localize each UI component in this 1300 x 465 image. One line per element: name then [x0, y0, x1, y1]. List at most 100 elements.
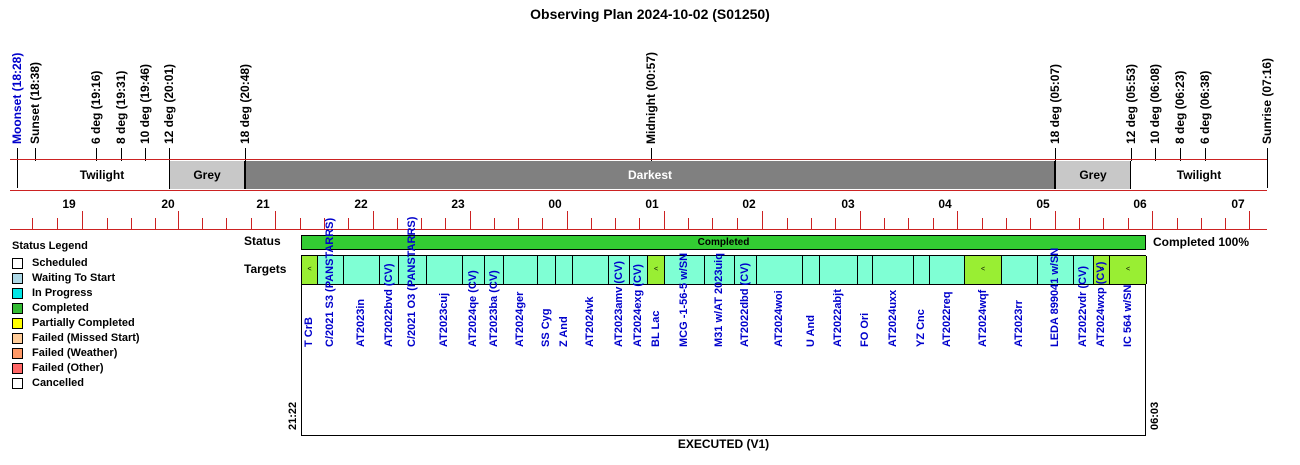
- target-name[interactable]: AT2023in: [355, 298, 367, 347]
- legend-swatch: [12, 378, 23, 389]
- axis-tick: [688, 218, 689, 229]
- hour-label: 00: [548, 197, 562, 211]
- axis-tick: [957, 211, 958, 229]
- target-name[interactable]: U And: [804, 315, 817, 347]
- target-name[interactable]: AT2022dbd (CV): [739, 262, 751, 347]
- target-name[interactable]: AT2022abjt: [832, 289, 844, 347]
- event-label: 18 deg (20:48): [238, 63, 252, 144]
- target-block[interactable]: [705, 256, 735, 284]
- target-block[interactable]: [1074, 256, 1094, 284]
- target-name[interactable]: C/2021 S3 (PANSTARRS): [324, 217, 336, 347]
- target-block[interactable]: [858, 256, 873, 284]
- targets-row-label: Targets: [244, 262, 287, 276]
- target-name[interactable]: AT2023cuj: [438, 292, 450, 347]
- target-block[interactable]: [820, 256, 858, 284]
- axis-tick: [1152, 211, 1153, 229]
- target-block[interactable]: [573, 256, 609, 284]
- target-block[interactable]: [757, 256, 803, 284]
- legend-label: Completed: [32, 302, 89, 314]
- legend-label: Failed (Other): [32, 362, 104, 374]
- status-bar[interactable]: Completed: [301, 235, 1146, 250]
- legend-label: Failed (Weather): [32, 347, 118, 359]
- target-name[interactable]: AT2024vk: [584, 296, 596, 347]
- target-name[interactable]: MCG -1-56-5 w/SN: [678, 252, 690, 347]
- target-block[interactable]: [556, 256, 573, 284]
- axis-tick: [82, 211, 83, 229]
- axis-tick: [1055, 211, 1056, 229]
- target-block[interactable]: <: [1094, 256, 1110, 284]
- target-name[interactable]: AT2024exg (CV): [632, 264, 644, 347]
- hour-label: 06: [1133, 197, 1147, 211]
- axis-tick: [518, 218, 519, 229]
- target-block[interactable]: <: [1110, 256, 1147, 284]
- axis-tick: [908, 218, 909, 229]
- target-name[interactable]: Z And: [557, 316, 570, 347]
- target-name[interactable]: AT2024qe (CV): [467, 270, 479, 347]
- target-name[interactable]: AT2024uxx: [886, 289, 899, 347]
- target-block[interactable]: [609, 256, 630, 284]
- target-name[interactable]: AT2022req: [940, 291, 953, 347]
- target-name[interactable]: AT2023ba (CV): [487, 270, 500, 347]
- target-name[interactable]: M31 w/AT 2023uiq: [713, 253, 725, 347]
- axis-tick: [737, 218, 738, 229]
- legend-label: Cancelled: [32, 377, 84, 389]
- target-block[interactable]: [914, 256, 930, 284]
- target-name[interactable]: SS Cyg: [540, 308, 552, 347]
- event-label: Sunset (18:38): [28, 61, 42, 144]
- target-block[interactable]: [930, 256, 965, 284]
- target-block[interactable]: [344, 256, 380, 284]
- target-name[interactable]: AT2024woi: [773, 290, 785, 347]
- target-name[interactable]: LEDA 899041 w/SN: [1049, 247, 1061, 347]
- axis-tick: [300, 218, 301, 229]
- target-name[interactable]: AT2024ger: [514, 291, 526, 347]
- target-block[interactable]: [380, 256, 399, 284]
- target-block[interactable]: [803, 256, 820, 284]
- target-name[interactable]: T CrB: [303, 317, 315, 347]
- target-block[interactable]: [873, 256, 914, 284]
- hour-label: 04: [938, 197, 952, 211]
- target-name[interactable]: C/2021 O3 (PANSTARRS): [406, 216, 418, 347]
- target-block[interactable]: [630, 256, 648, 284]
- legend-title: Status Legend: [12, 240, 88, 252]
- target-block[interactable]: [1038, 256, 1074, 284]
- axis-tick: [1225, 218, 1226, 229]
- target-name[interactable]: FO Ori: [858, 312, 871, 347]
- target-name[interactable]: YZ Cnc: [915, 309, 927, 347]
- event-tick: [1267, 148, 1268, 188]
- target-block[interactable]: <: [648, 256, 665, 284]
- target-block[interactable]: <: [965, 256, 1002, 284]
- target-block[interactable]: [1002, 256, 1038, 284]
- target-name[interactable]: AT2022bvd (CV): [382, 263, 395, 347]
- target-block[interactable]: [485, 256, 504, 284]
- target-block[interactable]: <: [302, 256, 318, 284]
- target-block[interactable]: [665, 256, 705, 284]
- legend-label: Waiting To Start: [32, 272, 116, 284]
- target-block[interactable]: [427, 256, 463, 284]
- target-name[interactable]: AT2023rr: [1013, 300, 1025, 347]
- target-block[interactable]: [463, 256, 485, 284]
- target-name[interactable]: AT2024wxp (CV): [1095, 261, 1107, 347]
- target-block[interactable]: [735, 256, 757, 284]
- legend-label: Scheduled: [32, 257, 88, 269]
- sky-condition-bands: Twilight Grey Darkest Grey Twilight: [10, 159, 1267, 191]
- hour-label: 02: [742, 197, 756, 211]
- target-name[interactable]: AT2024wqf: [976, 289, 989, 347]
- target-block[interactable]: [318, 256, 344, 284]
- target-name[interactable]: IC 564 w/SN: [1121, 284, 1134, 347]
- axis-tick: [348, 218, 349, 229]
- hour-label: 21: [256, 197, 270, 211]
- band-twilight: Twilight: [1131, 161, 1267, 189]
- target-block[interactable]: [504, 256, 538, 284]
- target-block[interactable]: [538, 256, 556, 284]
- target-name[interactable]: AT2022vdr (CV): [1077, 265, 1089, 347]
- event-label: 12 deg (05:53): [1124, 63, 1138, 144]
- target-name[interactable]: AT2023amv (CV): [612, 261, 625, 347]
- legend-swatch: [12, 318, 23, 329]
- axis-tick: [591, 218, 592, 229]
- axis-tick: [982, 218, 983, 229]
- target-block[interactable]: [399, 256, 427, 284]
- target-name[interactable]: BL Lac: [649, 310, 662, 347]
- axis-tick: [275, 211, 276, 229]
- axis-tick: [1249, 211, 1250, 229]
- axis-tick: [324, 218, 325, 229]
